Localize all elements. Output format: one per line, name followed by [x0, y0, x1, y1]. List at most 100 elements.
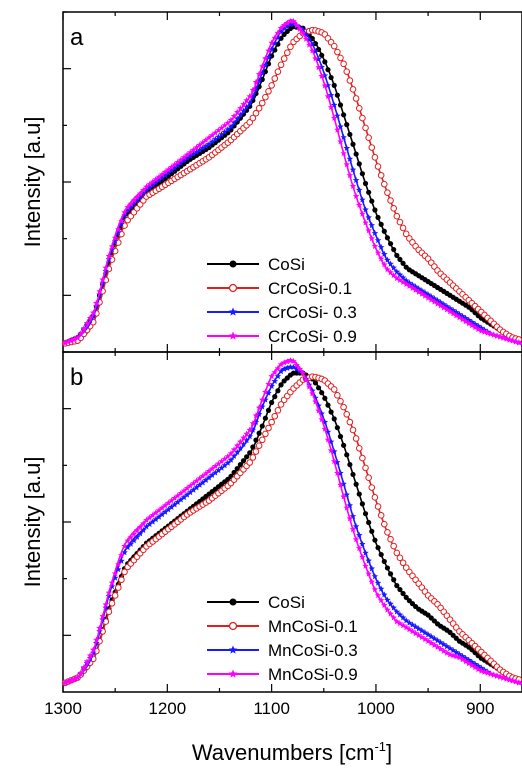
- series-point: [262, 396, 269, 403]
- series-point: [377, 243, 385, 250]
- series-point: [390, 272, 397, 279]
- series-point: [428, 633, 435, 640]
- series-point: [390, 264, 397, 271]
- series-point: [221, 128, 228, 135]
- series-point: [340, 493, 347, 500]
- series-point: [190, 486, 197, 493]
- series-point: [341, 442, 347, 448]
- series-point: [340, 150, 347, 157]
- series-point: [325, 402, 331, 408]
- series-point: [369, 198, 375, 204]
- series-point: [224, 453, 232, 460]
- series-point: [327, 103, 335, 111]
- series-point: [366, 519, 372, 526]
- series-point: [133, 527, 141, 534]
- series-point: [312, 394, 319, 401]
- series-point: [293, 21, 300, 28]
- series-point: [215, 460, 222, 467]
- x-axis-title-end: ]: [386, 740, 392, 765]
- panel-a-frame: [62, 11, 522, 353]
- series-point: [349, 526, 357, 533]
- series-point: [515, 679, 522, 686]
- series-point: [356, 545, 363, 552]
- series-point: [387, 241, 394, 247]
- series-point: [71, 675, 78, 682]
- series-point: [368, 144, 376, 151]
- series-point: [374, 237, 382, 244]
- legend-marker: [228, 621, 238, 631]
- series-point: [190, 480, 197, 487]
- series-point: [302, 35, 310, 42]
- series-point: [252, 412, 260, 419]
- series-point: [230, 446, 238, 453]
- series-point: [259, 63, 266, 70]
- series-point: [202, 136, 210, 143]
- series-point: [362, 124, 369, 132]
- series-point: [318, 72, 325, 79]
- series-point: [344, 122, 350, 128]
- series-point: [346, 502, 354, 509]
- series-point: [362, 549, 369, 556]
- series-point: [137, 523, 144, 530]
- series-point: [255, 404, 263, 411]
- series-point: [277, 368, 285, 375]
- series-point: [378, 551, 384, 558]
- series-point: [322, 59, 328, 65]
- series-point: [355, 444, 363, 452]
- series-point: [324, 82, 332, 89]
- series-point: [230, 119, 238, 126]
- series-point: [243, 97, 250, 104]
- series-point: [86, 314, 94, 321]
- series-point: [127, 534, 134, 541]
- series-point: [252, 448, 260, 455]
- series-point: [271, 369, 278, 376]
- series-point: [446, 651, 454, 658]
- series-point: [99, 276, 106, 283]
- series-point: [68, 336, 75, 343]
- series-point: [449, 307, 457, 314]
- series-point: [365, 570, 372, 577]
- series-point: [321, 72, 329, 79]
- series-point: [262, 61, 269, 68]
- series-point: [193, 477, 200, 484]
- series-point: [403, 594, 409, 601]
- series-point: [105, 252, 113, 259]
- series-point: [352, 95, 360, 102]
- series-point: [344, 452, 350, 458]
- series-point: [384, 596, 391, 603]
- series-point: [196, 475, 203, 482]
- series-point: [258, 99, 266, 107]
- series-point: [328, 74, 334, 81]
- series-point: [500, 334, 507, 341]
- series-point: [299, 29, 307, 36]
- series-point: [327, 447, 335, 454]
- series-point: [115, 229, 122, 236]
- series-point: [247, 450, 253, 456]
- series-point: [352, 536, 360, 543]
- series-point: [443, 649, 451, 656]
- series-point: [243, 437, 250, 444]
- series-point: [394, 252, 400, 259]
- series-point: [325, 67, 331, 73]
- series-point: [337, 481, 344, 488]
- series-point: [271, 34, 278, 41]
- series-point: [284, 23, 291, 30]
- series-point: [315, 55, 322, 62]
- series-point: [130, 530, 138, 537]
- series-point: [218, 458, 225, 465]
- series-point: [368, 222, 375, 229]
- series-point: [115, 561, 122, 568]
- series-point: [343, 410, 351, 418]
- series-point: [397, 586, 403, 593]
- series-point: [174, 162, 181, 169]
- series-point: [318, 416, 325, 423]
- series-point: [277, 24, 285, 31]
- series-point: [162, 508, 169, 515]
- series-point: [393, 212, 401, 220]
- series-point: [334, 112, 341, 119]
- series-point: [374, 163, 382, 170]
- series-point: [165, 166, 172, 173]
- series-point: [343, 144, 350, 151]
- series-point: [340, 60, 347, 68]
- series-point: [324, 428, 332, 435]
